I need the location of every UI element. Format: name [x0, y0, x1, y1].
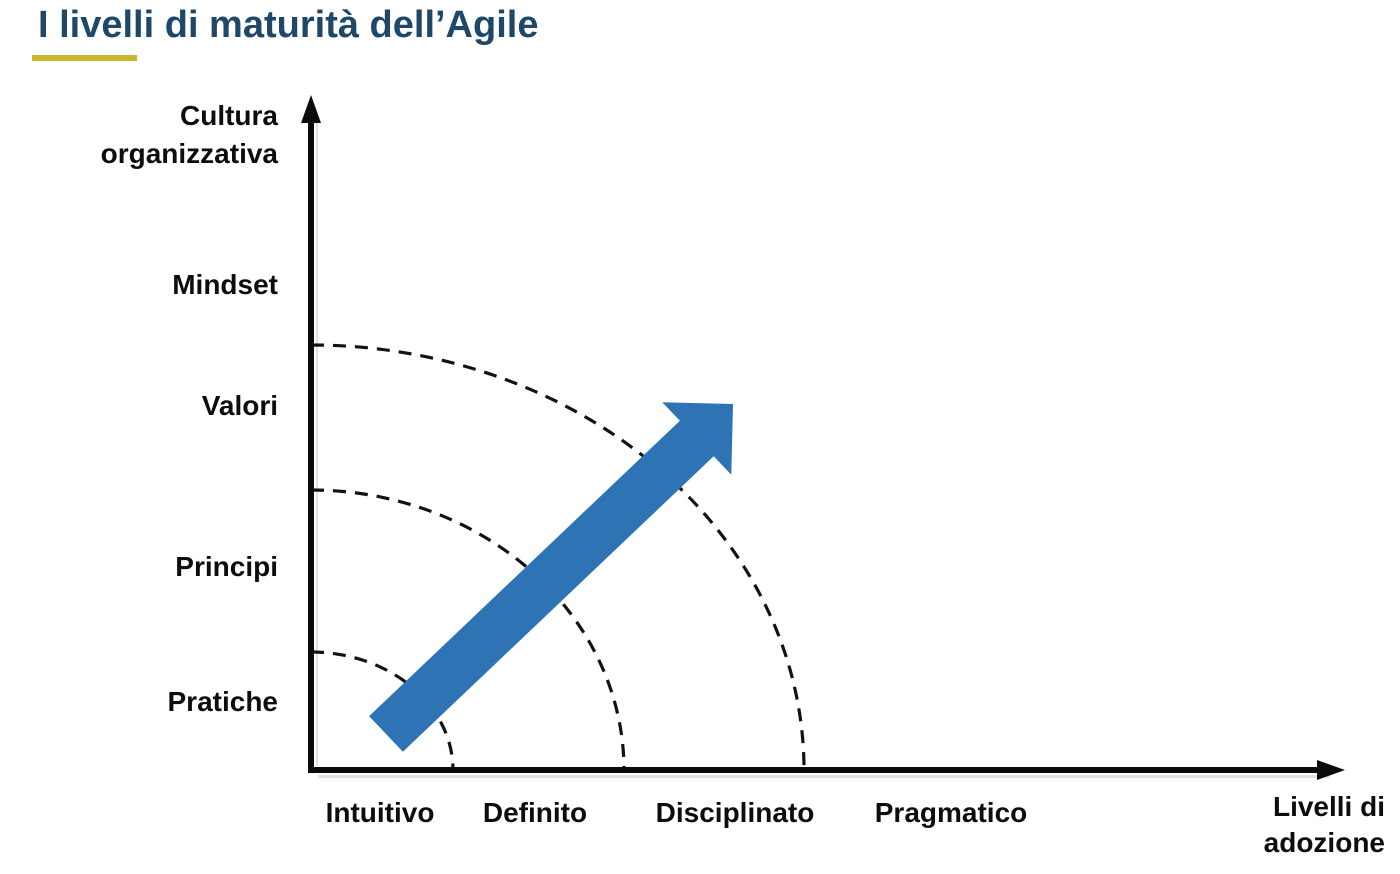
x-label-disciplinato: Disciplinato: [655, 797, 815, 828]
growth-arrow: [369, 402, 733, 752]
x-label-intuitivo: Intuitivo: [325, 797, 435, 828]
x-label-definito: Definito: [482, 797, 588, 828]
maturity-arc-inner: [310, 650, 455, 771]
page-title: I livelli di maturità dell’Agile: [38, 4, 539, 46]
y-axis-arrowhead: [301, 95, 321, 123]
title-accent-bar: [32, 55, 137, 61]
y-label-valori: Valori: [201, 390, 278, 421]
y-label-cultura-organizzativa: Cultura organizzativa: [100, 100, 278, 169]
y-label-pratiche: Pratiche: [167, 686, 279, 717]
x-label-pragmatico: Pragmatico: [874, 797, 1028, 828]
y-label-mindset: Mindset: [172, 269, 278, 300]
x-axis-arrowhead: [1317, 760, 1345, 780]
maturity-arc-middle: [310, 488, 626, 771]
x-axis-title: Livelli di adozione: [1263, 791, 1385, 858]
y-label-principi: Principi: [175, 551, 278, 582]
